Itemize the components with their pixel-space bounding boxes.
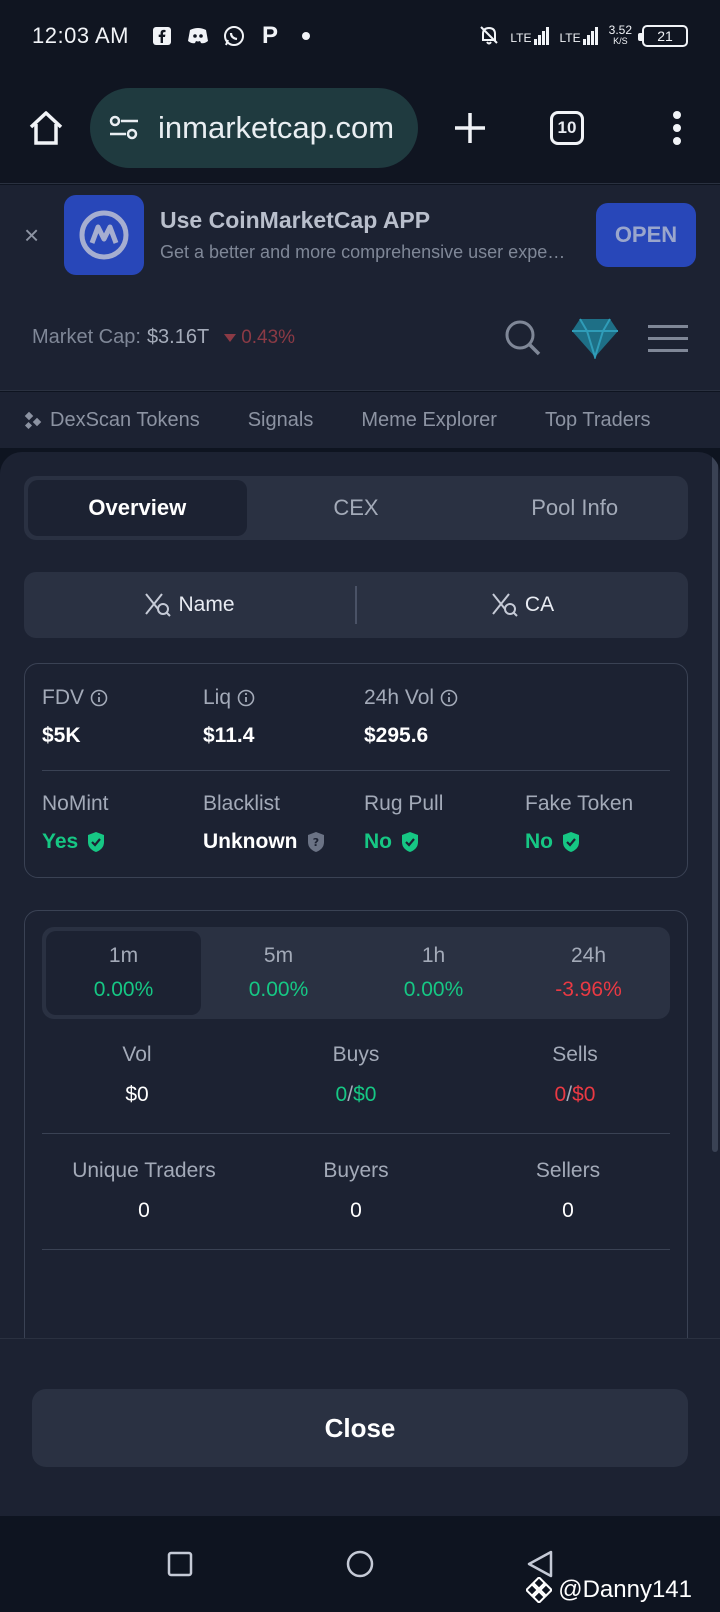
home-icon[interactable] [26,108,66,148]
status-time: 12:03 AM [32,23,129,48]
search-name-button[interactable]: Name [24,592,355,618]
buys-stat: Buys 0/$0 [332,1043,380,1106]
x-search-icon [492,593,518,617]
nav-tab-meme-explorer[interactable]: Meme Explorer [361,408,497,431]
tab-overview[interactable]: Overview [28,480,247,536]
battery-indicator: 21 [638,25,688,47]
social-search-row: Name CA [24,572,688,638]
site-settings-icon[interactable] [108,114,140,142]
volume-row: Vol $0 Buys 0/$0 Sells 0/$0 [42,1043,670,1107]
sells-stat: Sells 0/$0 [552,1043,598,1106]
nav-tab-dexscan-tokens[interactable]: DexScan Tokens [24,409,200,432]
search-ca-button[interactable]: CA [357,592,688,618]
url-text[interactable]: inmarketcap.com [158,109,395,145]
stats-top-row: FDV $5K Liq $11.4 24h Vol $295.6 [42,686,525,748]
dexscan-nav: DexScan Tokens Signals Meme Explorer Top… [0,392,720,448]
shield-check-icon [88,832,105,852]
market-cap-label: Market Cap: [32,326,141,348]
tab-cex[interactable]: CEX [333,495,379,520]
market-cap-change: 0.43% [223,327,295,349]
stat-blacklist: Blacklist Unknown ? [203,792,364,854]
stat-liq: Liq $11.4 [203,686,255,747]
buyers-stat: Buyers 0 [323,1159,389,1222]
hamburger-menu-icon[interactable] [648,323,688,353]
segment-control: Overview CEX Pool Info [24,476,688,540]
sellers-stat: Sellers 0 [535,1159,601,1222]
back-triangle-icon[interactable] [520,1544,560,1584]
traders-divider [42,1249,670,1250]
stat-nomint: NoMint Yes [42,792,109,853]
browser-menu-icon[interactable] [672,110,682,146]
open-app-button[interactable]: OPEN [596,203,696,267]
banner-close-button[interactable]: × [24,219,40,250]
stat-24h-vol: 24h Vol $295.6 [364,686,525,748]
banner-title: Use CoinMarketCap APP [160,207,431,233]
address-bar[interactable]: inmarketcap.com [90,87,418,168]
market-cap-value: $3.16T [146,326,210,348]
timeframe-5m[interactable]: 5m 0.00% [248,944,309,1001]
market-actions [504,317,688,359]
svg-text:?: ? [312,836,318,849]
shield-check-icon [563,832,579,852]
tab-switcher-button[interactable]: 10 [550,110,584,145]
stats-flags-row: NoMint Yes Blacklist Unknown ? Rug Pull … [42,792,686,854]
discord-icon [187,25,209,47]
status-bar: 12:03 AM P LTE LTE 3.52 K/S 21 [0,0,720,72]
tab-pool-info[interactable]: Pool Info [531,495,619,520]
timeframe-24h[interactable]: 24h -3.96% [555,944,622,1001]
banner-subtitle: Get a better and more comprehensive user… [160,242,570,262]
info-icon[interactable] [90,689,108,707]
whatsapp-icon [223,25,245,47]
search-icon[interactable] [504,319,542,357]
home-circle-icon[interactable] [340,1544,380,1584]
app-install-banner: × Use CoinMarketCap APP Get a better and… [0,185,720,285]
facebook-icon [151,25,173,47]
nav-tab-signals[interactable]: Signals [247,408,314,431]
search-divider [355,586,357,624]
x-search-icon [145,593,172,617]
token-stats-card: FDV $5K Liq $11.4 24h Vol $295.6 No [24,663,688,878]
caret-down-icon [224,333,237,342]
stat-rug-pull: Rug Pull No [364,792,444,853]
sheet-scrollbar[interactable] [712,452,718,1152]
net-speed: 3.52 K/S [608,23,632,46]
dexscan-icon [24,411,42,429]
market-cap-bar: Market Cap: $3.16T 0.43% [0,285,720,391]
shield-check-icon [402,832,418,852]
sheet-footer: Close [0,1338,720,1516]
coinmarketcap-logo [64,195,144,275]
trading-activity-card: 1m 0.00% 5m 0.00% 1h 0.00% 24h -3.96% Vo… [24,910,688,1516]
android-navigation-bar: @Danny141 [0,1516,720,1612]
stat-fdv: FDV $5K [42,686,203,748]
stats-divider [42,770,670,771]
p-app-icon: P [261,22,278,49]
unique-traders-stat: Unique Traders 0 [72,1159,216,1222]
diamond-icon[interactable] [570,317,620,359]
signal-lte-2: LTE [560,27,599,45]
close-button[interactable]: Close [32,1389,688,1467]
timeframe-selector: 1m 0.00% 5m 0.00% 1h 0.00% 24h -3.96% [42,927,670,1019]
timeframe-1h[interactable]: 1h 0.00% [403,944,464,1001]
signal-lte-1: LTE [510,27,549,45]
notification-icons: P [151,22,317,49]
nav-tab-top-traders[interactable]: Top Traders [544,408,651,431]
timeframe-1m[interactable]: 1m 0.00% [46,931,201,1015]
activity-divider [42,1133,670,1134]
browser-toolbar: inmarketcap.com 10 [0,72,720,184]
traders-row: Unique Traders 0 Buyers 0 Sellers 0 [42,1159,670,1223]
banner-text: Use CoinMarketCap APP Get a better and m… [160,207,570,263]
vol-stat: Vol $0 [122,1043,152,1106]
stat-fake-token: Fake Token No [525,792,634,853]
shield-question-icon: ? [307,832,324,852]
recents-square-icon[interactable] [160,1544,200,1584]
info-icon[interactable] [237,689,255,707]
info-icon[interactable] [440,689,458,707]
system-status: LTE LTE 3.52 K/S 21 [478,24,688,49]
more-notifications-dot-icon [295,25,317,47]
mute-icon [478,24,500,49]
watermark: @Danny141 [526,1576,692,1604]
binance-logo-icon [526,1577,553,1603]
new-tab-icon[interactable] [452,110,488,146]
